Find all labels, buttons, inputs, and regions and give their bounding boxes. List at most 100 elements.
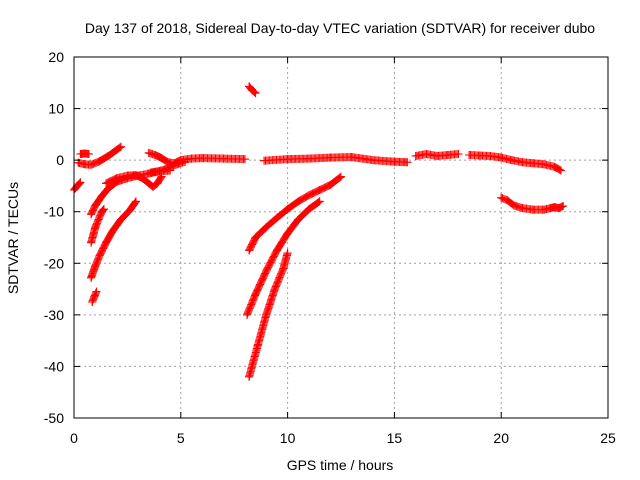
data-point — [168, 162, 177, 171]
data-point — [144, 179, 153, 188]
data-point — [99, 205, 108, 214]
data-point — [304, 205, 313, 214]
data-point — [251, 89, 260, 98]
data-point — [272, 246, 281, 255]
data-point — [95, 157, 104, 166]
data-point — [157, 154, 166, 163]
data-point — [557, 166, 566, 175]
series-arc-17 — [465, 150, 566, 175]
x-tick-label: 20 — [493, 430, 509, 446]
data-point — [503, 196, 512, 205]
data-point — [529, 205, 538, 214]
data-point — [283, 155, 292, 164]
x-tick-label: 5 — [177, 430, 185, 446]
data-point — [507, 156, 516, 165]
data-point — [102, 179, 111, 188]
data-point — [270, 285, 279, 294]
data-point — [326, 180, 335, 189]
x-tick-label: 10 — [280, 430, 296, 446]
data-point — [87, 210, 96, 219]
data-point — [559, 202, 568, 211]
y-tick-label: -40 — [44, 358, 64, 374]
data-point — [369, 156, 378, 165]
data-point — [315, 186, 324, 195]
data-point — [529, 159, 538, 168]
data-point — [144, 169, 153, 178]
data-point — [283, 205, 292, 214]
data-point — [161, 164, 170, 173]
data-point — [76, 178, 85, 187]
data-point — [243, 310, 252, 319]
data-point — [125, 206, 134, 215]
series-arc-07 — [88, 287, 101, 306]
data-point — [116, 215, 125, 224]
data-point — [251, 290, 260, 299]
data-point — [260, 156, 269, 165]
grid — [74, 57, 608, 418]
data-point — [347, 153, 356, 162]
data-point — [80, 149, 89, 158]
data-point — [262, 310, 271, 319]
data-point — [181, 157, 190, 166]
data-point — [88, 297, 97, 306]
series-arc-13 — [245, 172, 345, 255]
data-point — [102, 238, 111, 247]
data-point — [554, 204, 563, 213]
data-point — [144, 148, 153, 157]
data-point — [240, 155, 249, 164]
data-point — [497, 153, 506, 162]
data-point — [97, 192, 106, 201]
data-point — [262, 223, 271, 232]
data-point — [283, 229, 292, 238]
series-arc-05 — [87, 205, 108, 247]
data-point — [411, 152, 420, 161]
series-arc-02 — [74, 142, 125, 169]
data-point — [131, 171, 140, 180]
data-point — [539, 160, 548, 169]
data-point — [262, 267, 271, 276]
data-point — [149, 182, 158, 191]
y-axis-label: SDTVAR / TECUs — [5, 182, 21, 294]
data-point — [486, 152, 495, 161]
data-point — [112, 174, 121, 183]
data-point — [131, 197, 140, 206]
data-point — [198, 154, 207, 163]
data-point — [76, 149, 85, 158]
y-tick-label: -20 — [44, 255, 64, 271]
data-point — [87, 238, 96, 247]
series-arc-03 — [76, 149, 93, 158]
data-point — [337, 172, 345, 181]
data-point — [245, 246, 254, 255]
data-point — [80, 160, 89, 169]
series-arc-11 — [245, 82, 260, 98]
data-point — [465, 150, 474, 159]
data-point — [155, 166, 164, 175]
data-point — [304, 154, 313, 163]
y-tick-label: -50 — [44, 410, 64, 426]
data-point — [153, 179, 162, 188]
data-point — [550, 162, 559, 171]
chart-title: Day 137 of 2018, Sidereal Day-to-day VTE… — [85, 20, 595, 36]
data-point — [283, 248, 292, 257]
data-point — [272, 213, 281, 222]
data-point — [95, 251, 104, 260]
data-point — [253, 341, 262, 350]
series-arc-10 — [146, 157, 190, 177]
data-point — [84, 149, 93, 158]
series-arc-15 — [245, 248, 292, 381]
data-point — [497, 193, 506, 202]
y-tick-label: 10 — [48, 101, 64, 117]
data-point — [475, 151, 484, 160]
series-arc-12 — [260, 153, 412, 167]
y-tick-label: -10 — [44, 204, 64, 220]
y-tick-label: 20 — [48, 49, 64, 65]
data-point — [315, 197, 324, 206]
series-arc-14 — [243, 197, 324, 319]
data-point — [91, 223, 100, 232]
data-point — [550, 203, 559, 212]
series-arc-16 — [411, 149, 463, 161]
data-point — [403, 158, 412, 167]
data-point — [104, 152, 113, 161]
